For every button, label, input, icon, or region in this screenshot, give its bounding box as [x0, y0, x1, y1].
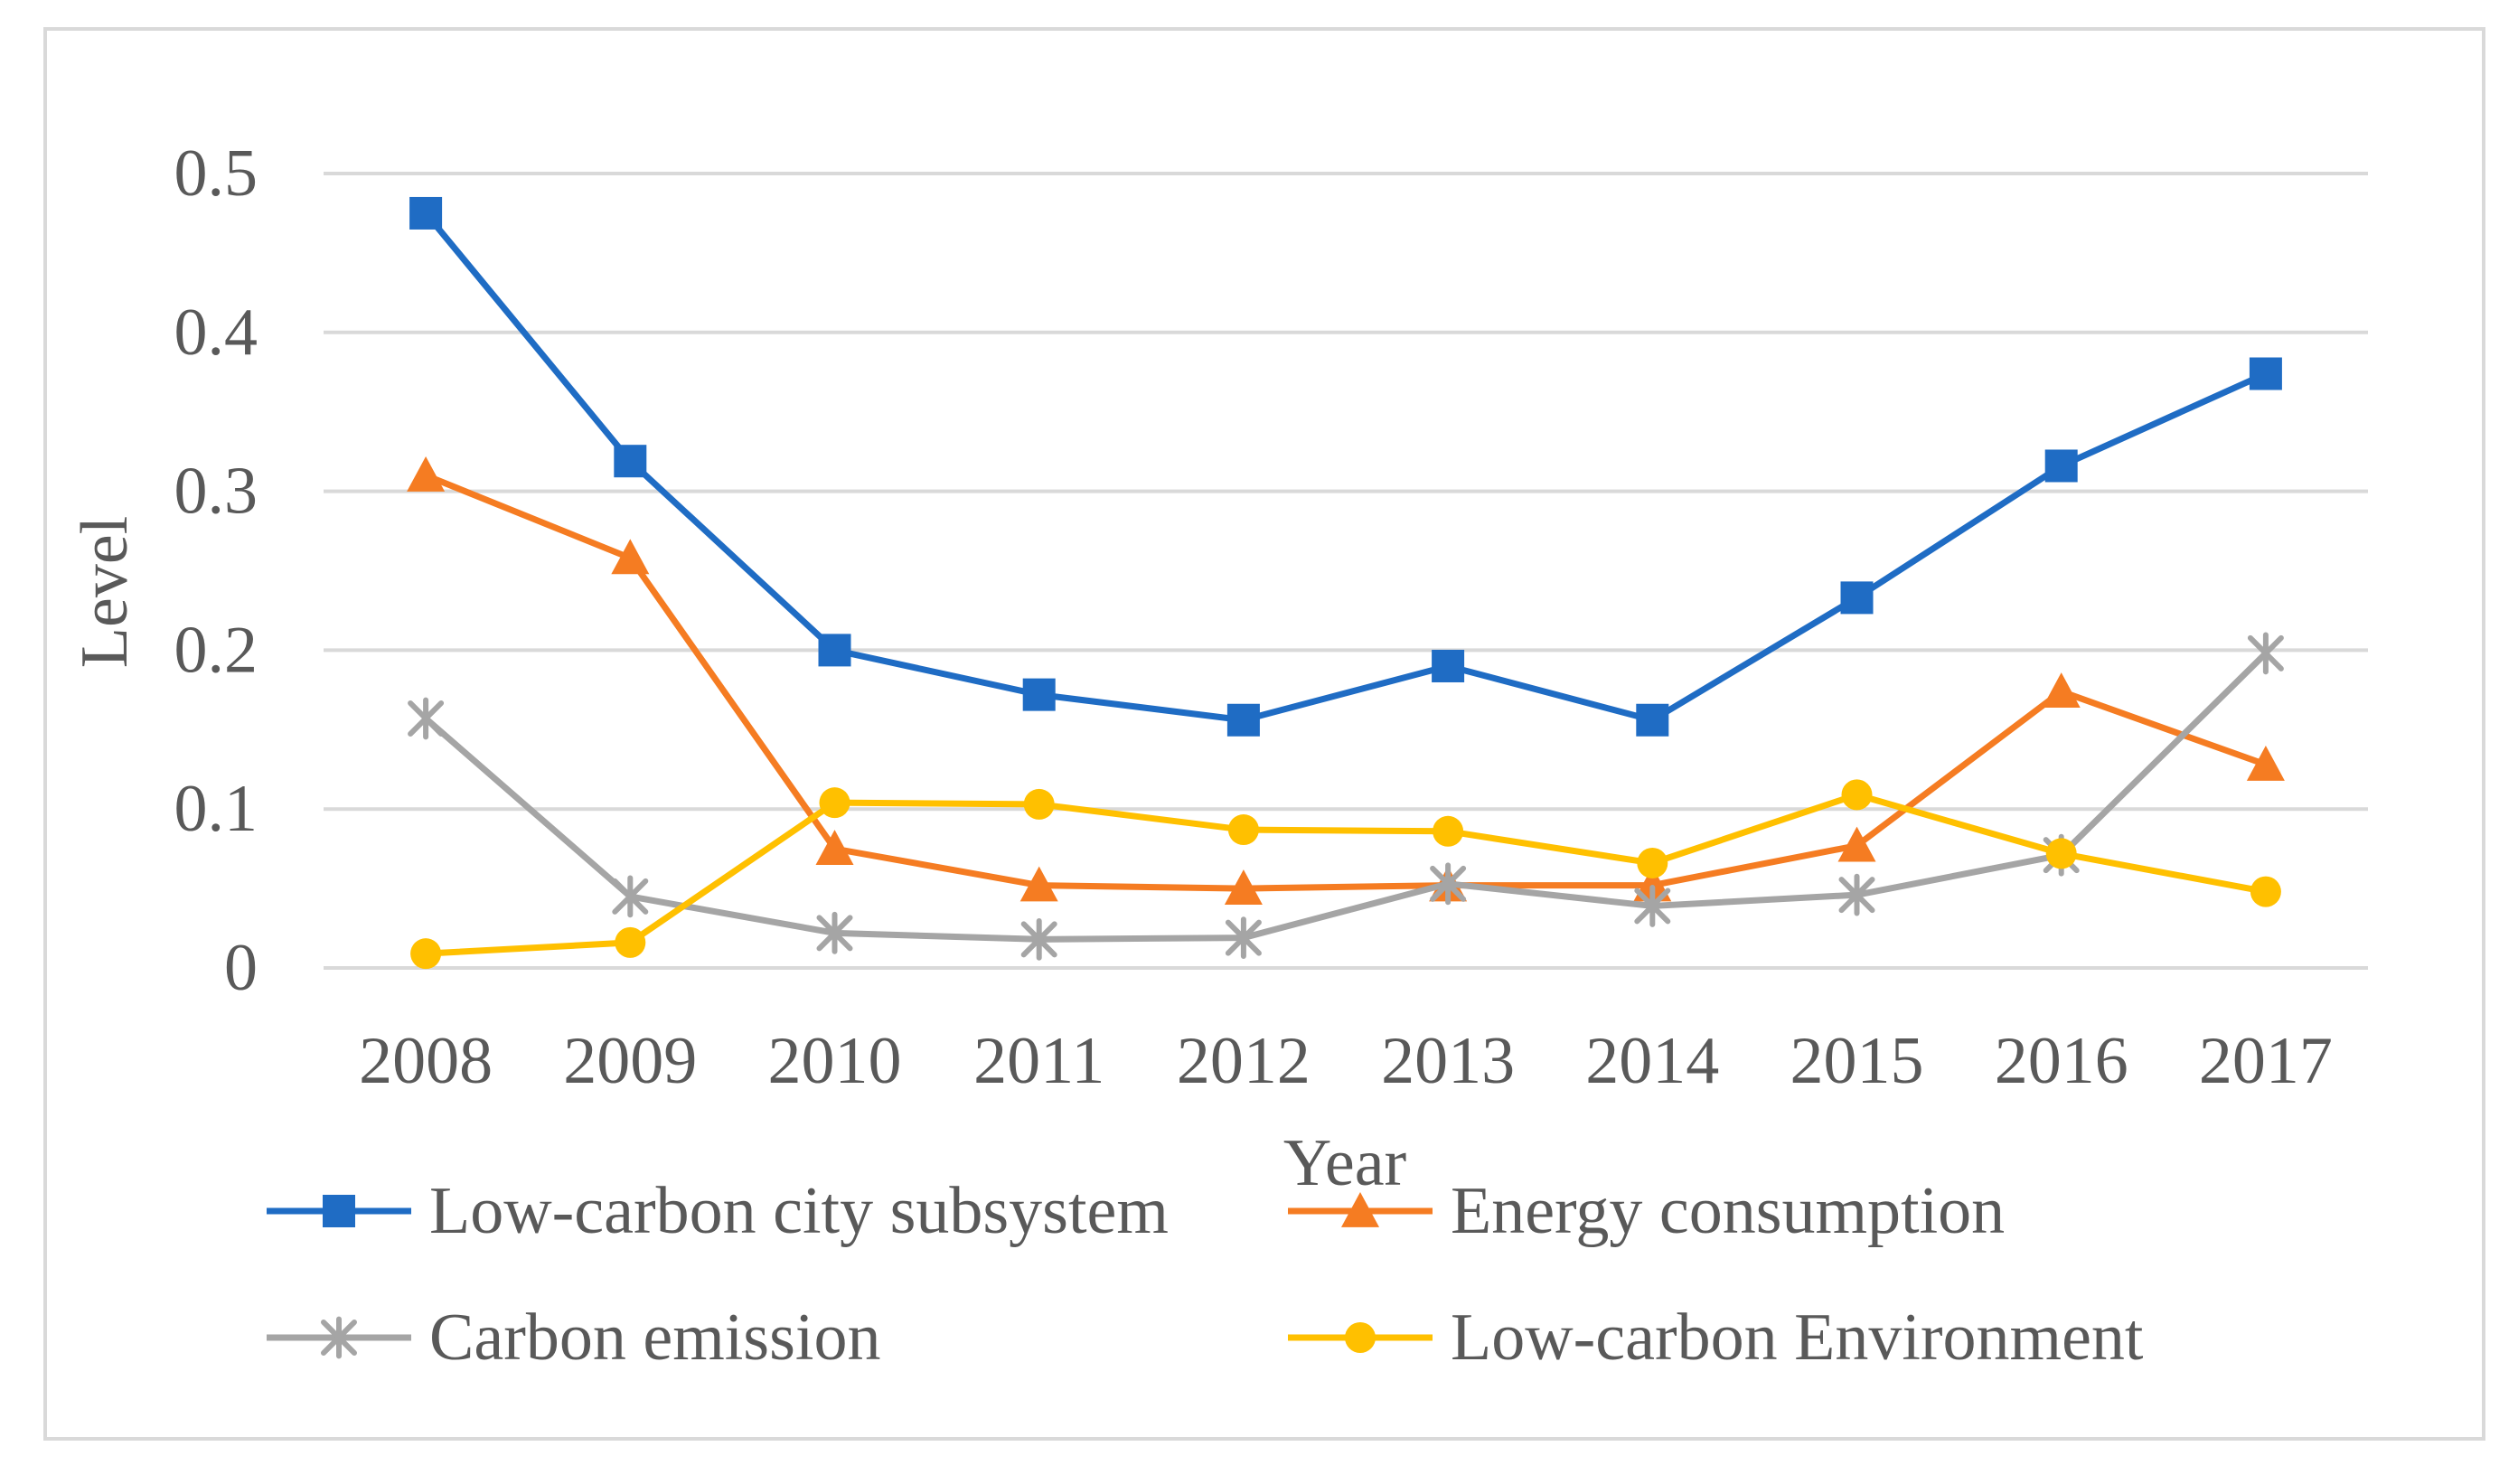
data-point [1226, 703, 1260, 737]
x-tick-label: 2008 [359, 1024, 493, 1098]
data-point [1636, 703, 1669, 737]
data-point [1841, 779, 1873, 811]
legend-label: Carbon emission [429, 1301, 880, 1375]
chart-frame [43, 27, 2485, 1441]
data-point [1637, 847, 1668, 878]
legend: Low-carbon city subsystem Energy consumpt… [267, 1174, 2144, 1375]
x-tick-label: 2009 [563, 1024, 697, 1098]
data-point [2246, 745, 2285, 781]
legend-marker [323, 1195, 355, 1227]
x-tick-label: 2016 [1995, 1024, 2128, 1098]
data-point [1227, 814, 1259, 846]
data-point [612, 875, 649, 918]
data-point [2044, 449, 2078, 483]
data-point [819, 787, 850, 819]
y-tick-label: 0.4 [174, 296, 258, 370]
data-point [2045, 838, 2077, 869]
x-tick-label: 2014 [1585, 1024, 1719, 1098]
data-point [1019, 866, 1058, 902]
data-point [2250, 876, 2281, 907]
legend-marker [1345, 1322, 1376, 1353]
series-line [422, 791, 2269, 957]
series-2 [408, 632, 2284, 961]
series-line [422, 210, 2269, 724]
data-point [1840, 581, 1874, 615]
data-point [818, 634, 851, 667]
data-point [2247, 632, 2284, 675]
legend-item: Low-carbon Environment [1288, 1301, 2144, 1375]
data-point [409, 196, 443, 230]
y-tick-label: 0.1 [174, 772, 258, 846]
legend-label: Energy consumption [1451, 1174, 2005, 1248]
data-point [2042, 672, 2081, 708]
data-point [1020, 917, 1057, 961]
legend-item: Carbon emission [267, 1301, 880, 1375]
data-point [1837, 826, 1876, 862]
series-0 [409, 196, 2282, 737]
x-tick-label: 2015 [1790, 1024, 1924, 1098]
data-point [614, 445, 647, 478]
x-axis-label: Year [1283, 1126, 1406, 1200]
y-tick-label: 0 [224, 931, 258, 1005]
data-point [407, 456, 446, 492]
gridlines [324, 172, 2368, 970]
data-point [611, 539, 650, 575]
y-tick-label: 0.2 [174, 613, 258, 687]
legend-item: Energy consumption [1288, 1174, 2005, 1248]
x-tick-label: 2013 [1381, 1024, 1515, 1098]
legend-item: Low-carbon city subsystem [267, 1174, 1169, 1248]
data-point [410, 938, 442, 970]
data-point [1225, 916, 1262, 959]
x-tick-label: 2011 [973, 1024, 1104, 1098]
x-axis-ticks: 2008 2009 2010 2011 2012 2013 2014 2015 2016 2017 [359, 1024, 2333, 1098]
data-point [1022, 678, 1056, 711]
x-tick-label: 2017 [2199, 1024, 2333, 1098]
data-point [815, 830, 854, 865]
series-line [422, 650, 2269, 943]
y-axis-ticks: 0 0.1 0.2 0.3 0.4 0.5 [174, 136, 258, 1005]
data-point [615, 926, 646, 958]
y-tick-label: 0.5 [174, 136, 258, 211]
legend-label: Low-carbon Environment [1451, 1301, 2144, 1375]
data-point [1224, 869, 1263, 905]
data-point [1430, 862, 1467, 906]
series-line [422, 472, 2269, 892]
data-point [1634, 885, 1671, 927]
data-point [2249, 357, 2282, 390]
data-point [1838, 873, 1875, 916]
x-tick-label: 2010 [768, 1024, 902, 1098]
data-point [1433, 815, 1464, 847]
data-point [1023, 788, 1055, 820]
series-group [407, 196, 2285, 970]
x-tick-label: 2012 [1177, 1024, 1311, 1098]
legend-marker [321, 1316, 357, 1359]
data-point [816, 911, 853, 954]
data-point [1432, 649, 1465, 682]
legend-label: Low-carbon city subsystem [429, 1174, 1169, 1248]
y-axis-label: Level [68, 516, 142, 668]
series-3 [410, 779, 2281, 970]
data-point [408, 697, 445, 740]
legend-marker [1341, 1192, 1379, 1227]
y-tick-label: 0.3 [174, 455, 258, 529]
